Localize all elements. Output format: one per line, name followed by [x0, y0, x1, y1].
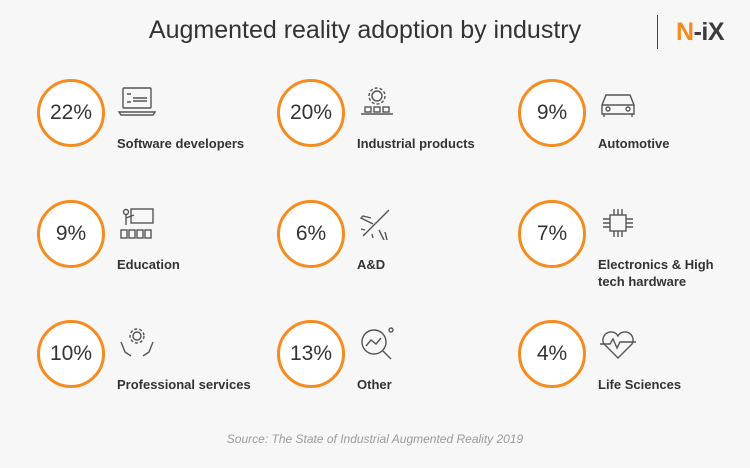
percentage-circle: 22% — [37, 79, 105, 147]
industry-item: 13% Other — [277, 320, 507, 430]
percentage-circle: 9% — [37, 200, 105, 268]
industry-item: 22% Software developers — [37, 79, 267, 189]
laptop-code-icon — [117, 85, 157, 119]
industry-item: 7% Electronics & High tech hardware — [518, 200, 748, 310]
industry-item: 4% Life Sciences — [518, 320, 748, 430]
divider — [657, 15, 658, 49]
industry-label: A&D — [357, 257, 386, 272]
industry-label: Software developers — [117, 136, 245, 151]
industry-label: Electronics & High tech hardware — [598, 257, 714, 289]
industry-item: 6% A&D — [277, 200, 507, 310]
industry-label: Professional services — [117, 377, 251, 392]
source-note: Source: The State of Industrial Augmente… — [226, 432, 524, 446]
industry-label: Education — [117, 257, 180, 272]
percentage-circle: 9% — [518, 79, 586, 147]
percentage-circle: 13% — [277, 320, 345, 388]
industry-item: 9% Education — [37, 200, 267, 310]
industry-label: Life Sciences — [598, 377, 682, 392]
percentage-circle: 10% — [37, 320, 105, 388]
percentage-circle: 20% — [277, 79, 345, 147]
industry-item: 20% Industrial products — [277, 79, 507, 189]
airplane-icon — [357, 206, 397, 244]
car-icon — [598, 85, 638, 119]
industry-item: 9% Automotive — [518, 79, 748, 189]
page-title: Augmented reality adoption by industry — [148, 16, 582, 44]
magnifier-chart-icon — [357, 326, 397, 360]
percentage-circle: 6% — [277, 200, 345, 268]
hands-gear-icon — [117, 326, 157, 360]
percentage-circle: 4% — [518, 320, 586, 388]
classroom-icon — [117, 206, 157, 240]
industry-label: Other — [357, 377, 392, 392]
industry-label: Industrial products — [357, 136, 475, 151]
heart-pulse-icon — [598, 326, 638, 360]
industry-item: 10% Professional services — [37, 320, 267, 430]
nix-logo: N-iX — [676, 18, 725, 46]
industry-label: Automotive — [598, 136, 670, 151]
gear-conveyor-icon — [357, 85, 397, 119]
percentage-circle: 7% — [518, 200, 586, 268]
chip-icon — [598, 206, 638, 240]
